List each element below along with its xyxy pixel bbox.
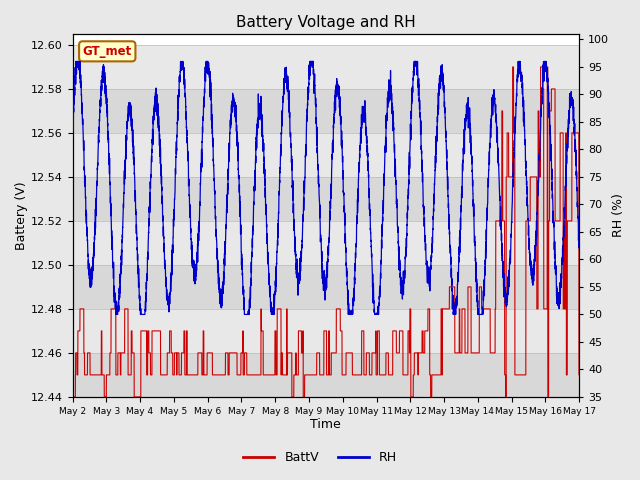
Bar [72, 45, 579, 89]
Bar [72, 221, 579, 265]
Y-axis label: RH (%): RH (%) [612, 193, 625, 237]
Bar [72, 265, 579, 309]
Bar [72, 89, 579, 133]
Text: GT_met: GT_met [83, 45, 132, 58]
Bar [72, 353, 579, 397]
Y-axis label: Battery (V): Battery (V) [15, 181, 28, 250]
Bar [72, 309, 579, 353]
Title: Battery Voltage and RH: Battery Voltage and RH [236, 15, 416, 30]
X-axis label: Time: Time [310, 419, 341, 432]
Bar [72, 177, 579, 221]
Legend: BattV, RH: BattV, RH [238, 446, 402, 469]
Bar [72, 133, 579, 177]
